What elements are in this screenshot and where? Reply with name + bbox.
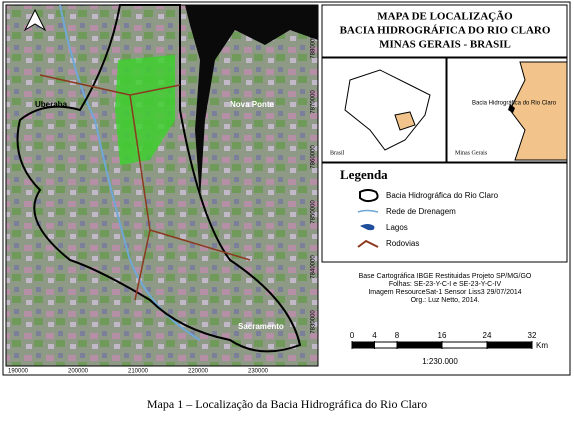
city-label: Nova Ponte xyxy=(230,100,275,109)
scale-tick-label: 16 xyxy=(438,331,447,340)
x-coord-label: 200000 xyxy=(68,369,89,375)
y-coord-label: 7850000 xyxy=(311,200,317,224)
caption: Mapa 1 – Localização da Bacia Hidrográfi… xyxy=(147,397,427,411)
legend-symbol xyxy=(357,239,379,248)
legend-symbol xyxy=(357,209,379,213)
scale-tick-label: 32 xyxy=(528,331,537,340)
legend-title: Legenda xyxy=(340,167,388,182)
credit-line: Imagem ResourceSat-1 Sensor Liss3 29/07/… xyxy=(368,289,521,296)
y-coord-label: 7840000 xyxy=(311,255,317,279)
mg-detail xyxy=(509,61,568,161)
city-label: Sacramento xyxy=(238,322,284,331)
basin-inset xyxy=(508,104,515,113)
legend-label: Lagos xyxy=(386,223,408,232)
inset-label: Brasil xyxy=(330,150,345,156)
scale-segment xyxy=(441,341,488,349)
north-arrow xyxy=(23,8,47,32)
legend: Bacia Hidrográfica do Rio Claro Rede de D… xyxy=(357,189,499,248)
x-coord-label: 190000 xyxy=(8,369,29,375)
legend-symbol xyxy=(360,224,375,231)
legend-symbol xyxy=(359,189,379,203)
credits: Base Cartográfica IBGE Restituidas Proje… xyxy=(359,273,532,304)
inset-label: Bacia Hidrográfica do Rio Claro xyxy=(472,101,557,107)
scale-unit: Km xyxy=(536,341,548,350)
x-coord-label: 220000 xyxy=(188,369,209,375)
satellite-map xyxy=(5,4,319,367)
mg-shape xyxy=(394,111,416,131)
x-coord-label: 210000 xyxy=(128,369,149,375)
scale-ratio: 1:230.000 xyxy=(422,357,458,366)
title-line: MAPA DE LOCALIZAÇÃO xyxy=(377,11,513,23)
city-labels: Uberaba Nova Ponte Sacramento xyxy=(35,100,284,331)
y-coord-label: 7830000 xyxy=(311,310,317,334)
credit-line: Folhas: SE-23-Y-C-I e SE-23-Y-C-IV xyxy=(389,281,502,288)
brazil-shape xyxy=(344,69,431,151)
y-coord-label: 7880000 xyxy=(311,35,317,59)
scale-tick-label: 4 xyxy=(372,331,377,340)
legend-label: Bacia Hidrográfica do Rio Claro xyxy=(386,191,499,200)
x-coord-label: 230000 xyxy=(248,369,269,375)
title-box xyxy=(321,4,568,58)
scale-segment xyxy=(374,341,398,349)
legend-label: Rede de Drenagem xyxy=(386,207,456,216)
legend-label: Rodovias xyxy=(386,239,419,248)
title-line: BACIA HIDROGRÁFICA DO RIO CLARO xyxy=(340,25,551,37)
city-label: Uberaba xyxy=(35,100,68,109)
title: MAPA DE LOCALIZAÇÃO BACIA HIDROGRÁFICA DO… xyxy=(340,11,551,51)
grid-labels: 190000 200000 210000 220000 230000 7880000 787… xyxy=(8,35,317,375)
credit-line: Org.: Luz Netto, 2014. xyxy=(411,297,480,304)
inset-label: Minas Gerais xyxy=(455,150,488,156)
scale-tick-label: 24 xyxy=(483,331,492,340)
y-coord-label: 7860000 xyxy=(311,145,317,169)
y-coord-label: 7870000 xyxy=(311,90,317,114)
credit-line: Base Cartográfica IBGE Restituidas Proje… xyxy=(359,273,532,280)
scale-tick-label: 0 xyxy=(350,331,355,340)
scale-segment xyxy=(396,341,443,349)
title-line: MINAS GERAIS - BRASIL xyxy=(379,39,511,51)
legend-box xyxy=(321,162,568,263)
scale-segment xyxy=(486,341,533,349)
scale-tick-label: 8 xyxy=(395,331,400,340)
scale-segment xyxy=(351,341,375,349)
